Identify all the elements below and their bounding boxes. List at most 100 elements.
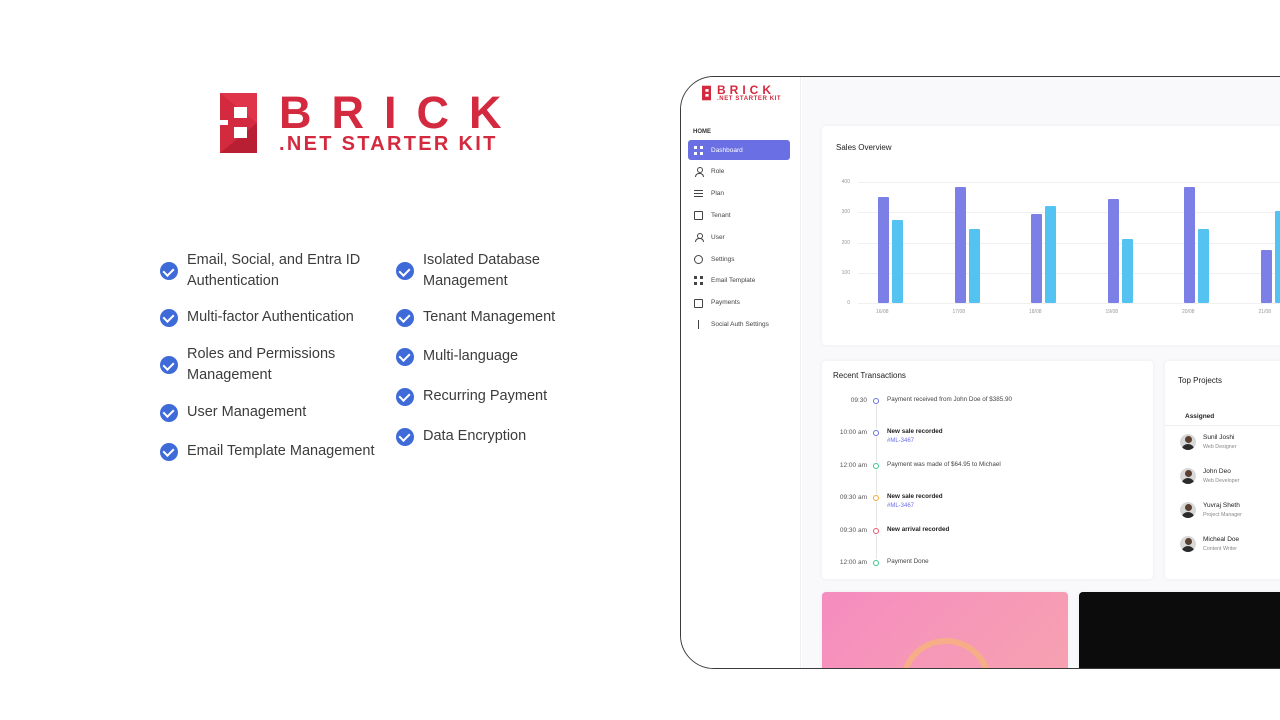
feature-item: User Management [160,402,306,423]
chart-bar[interactable] [954,186,966,303]
share-icon [694,319,703,329]
feature-item: Tenant Management [396,307,555,328]
timeline-connector [875,405,877,429]
user-icon [694,167,704,177]
y-tick-label: 400 [841,179,850,185]
sidebar-section-home: HOME [693,129,711,135]
sidebar-logo[interactable]: BRICK .NET STARTER KIT [702,84,782,103]
sidebar-item-label: Email Template [711,277,756,285]
timeline-connector [875,535,877,559]
brand-wordmark: BRICK [279,87,522,138]
y-tick-label: 200 [841,239,850,246]
transaction-time: 09:30 [850,397,867,404]
chart-bar[interactable] [1184,186,1195,303]
check-circle-icon [160,308,178,327]
transaction-text: Payment was made of $64.95 to Michael [887,461,1001,468]
chart-bar[interactable] [1045,206,1056,303]
transaction-text: New sale recorded [887,493,943,500]
template-icon [694,276,703,286]
feature-label: Data Encryption [423,428,527,444]
chart-gridline [858,303,1280,304]
transaction-text: New sale recorded [887,428,943,435]
feature-label: Email, Social, and Entra ID Authenticati… [187,252,361,289]
check-circle-icon [396,262,414,280]
chart-bar[interactable] [892,219,903,303]
avatar [1180,434,1196,450]
person-name: Sunil Joshi [1203,434,1235,441]
feature-label: Multi-factor Authentication [187,309,354,325]
x-tick-label: 21/08 [1258,309,1272,315]
y-tick-label: 0 [847,300,850,306]
sidebar-item-email-template[interactable]: Email Template [688,271,790,291]
timeline-dot-icon [873,495,879,501]
list-icon [694,189,703,199]
chart-bar[interactable] [968,228,980,303]
chart-gridline [858,242,1280,244]
feature-label: Isolated Database Management [423,252,540,289]
x-tick-label: 19/08 [1105,309,1119,315]
transaction-text: Payment received from John Doe of $385.9… [887,396,1012,403]
check-circle-icon [396,347,414,366]
timeline-connector [875,437,877,462]
recent-transactions-card: Recent Transactions 09:30 Payment receive… [822,361,1153,579]
transaction-ref-link[interactable]: #ML-3467 [887,438,915,444]
sidebar-item-label: Tenant [711,211,731,219]
chart-bar[interactable] [1031,213,1042,303]
chart-bar[interactable] [1121,239,1133,303]
chart-gridline [858,212,1280,214]
person-role: Project Manager [1203,512,1242,518]
brand-subtitle: .NET STARTER KIT [279,133,498,155]
sidebar-item-role[interactable]: Role [688,162,790,182]
transaction-time: 09:30 am [839,494,867,501]
sidebar-item-settings[interactable]: Settings [688,249,790,269]
sidebar: BRICK .NET STARTER KIT HOME Dashboard Rol… [681,77,801,668]
chart-bar[interactable] [1107,198,1119,303]
timeline-connector [875,502,877,527]
feature-label: User Management [187,404,307,420]
chart-gridline [858,182,1280,183]
x-tick-label: 18/08 [1029,309,1042,315]
sidebar-item-plan[interactable]: Plan [688,184,790,204]
sidebar-item-social-auth-settings[interactable]: Social Auth Settings [688,314,790,334]
person-name: Micheal Doe [1203,536,1240,543]
feature-label: Recurring Payment [423,388,548,404]
sidebar-logo-sub: .NET STARTER KIT [717,96,782,102]
top-projects-card: Top Projects Assigned Sunil Joshi Web Des… [1165,361,1280,579]
chart-bar[interactable] [1274,210,1280,303]
feature-item: Data Encryption [396,426,526,447]
check-circle-icon [396,387,414,406]
check-circle-icon [160,442,178,461]
feature-item: Isolated Database Management [396,250,540,292]
person-name: Yuvraj Sheth [1203,502,1240,509]
sidebar-item-label: User [711,233,725,241]
sidebar-item-label: Settings [711,255,735,263]
avatar [1180,536,1196,552]
brick-logo-mark [220,93,257,153]
feature-item: Multi-factor Authentication [160,307,354,328]
feature-label: Tenant Management [423,309,556,325]
video-tile[interactable] [1079,592,1280,668]
sidebar-item-user[interactable]: User [688,227,790,247]
feature-item: Email, Social, and Entra ID Authenticati… [160,250,360,292]
feature-item: Recurring Payment [396,386,547,407]
chart-bar[interactable] [1198,228,1209,303]
feature-label: Email Template Management [187,443,375,459]
sidebar-item-label: Social Auth Settings [711,320,769,328]
feature-item: Roles and Permissions Management [160,344,335,386]
feature-label: Roles and Permissions Management [187,346,336,383]
transaction-ref-link[interactable]: #ML-3467 [887,503,915,509]
person-role: Web Developer [1203,478,1240,484]
dashboard-preview: BRICK .NET STARTER KIT HOME Dashboard Rol… [680,76,1280,669]
transaction-time: 12:00 am [839,559,867,566]
sidebar-item-dashboard[interactable]: Dashboard [688,140,790,160]
x-tick-label: 20/08 [1182,309,1195,315]
chart-bar[interactable] [878,197,889,303]
transaction-time: 12:00 am [839,462,867,469]
chart-bar[interactable] [1260,250,1272,303]
sidebar-item-tenant[interactable]: Tenant [688,205,790,225]
x-tick-label: 17/08 [952,309,966,315]
avatar [1180,468,1196,484]
y-tick-label: 100 [841,269,850,276]
sidebar-item-payments[interactable]: Payments [688,293,790,313]
